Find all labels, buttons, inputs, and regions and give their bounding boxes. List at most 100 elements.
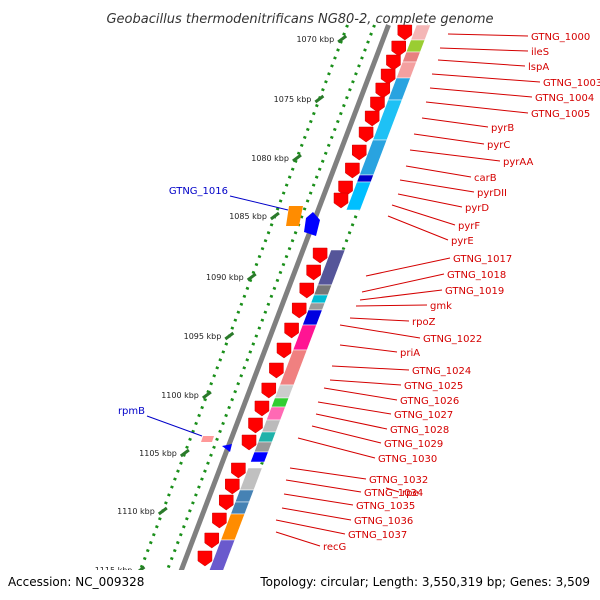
gene-arrow (284, 322, 299, 339)
gene-leader-line (355, 304, 428, 307)
gene-arrow (375, 82, 391, 99)
kbp-tick (246, 272, 257, 282)
gene-label: GTNG_1018 (447, 270, 506, 281)
gene-leader-line (405, 165, 472, 178)
gene-band (356, 174, 374, 183)
gene-band (266, 406, 286, 421)
gene-label: GTNG_1024 (412, 366, 471, 377)
gene-band (405, 39, 426, 53)
gene-arrow (197, 550, 213, 567)
gene-block-gtng-1016 (286, 206, 303, 226)
gene-label: GTNG_1032 (369, 475, 428, 486)
gene-label: pyrB (491, 123, 514, 134)
gene-leader-line (339, 344, 398, 353)
footer-background (0, 570, 600, 600)
gene-leader-line (391, 204, 456, 226)
gene-arrow (351, 144, 367, 161)
gene-label: GTNG_1029 (384, 439, 443, 450)
gene-band (310, 294, 329, 304)
gene-leader-line (281, 507, 352, 521)
gene-arrow (248, 417, 263, 434)
gene-label: GTNG_1035 (356, 501, 415, 512)
map-title: Geobacillus thermodenitrificans NG80-2, … (106, 12, 493, 27)
gene-label: GTNG_1036 (354, 516, 413, 527)
kbp-tick (337, 34, 348, 44)
gene-arrow (218, 494, 234, 511)
gene-band (345, 181, 372, 211)
gene-label: GTNG_1022 (423, 334, 482, 345)
gene-leader-line (323, 387, 398, 401)
kbp-tick (292, 153, 302, 163)
kbp-tick (270, 211, 280, 221)
gene-label: pyrF (458, 221, 480, 232)
kbp-tick (314, 94, 325, 104)
gene-leader-line (409, 149, 501, 162)
gc-dot-track (138, 24, 349, 571)
gene-arrow (299, 282, 315, 299)
gene-arrow (231, 462, 246, 479)
gene-arrow (261, 382, 277, 399)
gene-label: GTNG_1005 (531, 109, 590, 120)
gene-arrow (358, 126, 374, 143)
gene-label: pyrAA (503, 157, 533, 168)
gene-arrow (204, 532, 220, 549)
gene-leader-line (229, 195, 289, 211)
kbp-label: 1095 kbp (184, 332, 222, 341)
gene-label: recG (323, 542, 346, 553)
kbp-tick (157, 506, 168, 516)
gene-arrow (333, 192, 349, 209)
gene-label: GTNG_1004 (535, 93, 594, 104)
gene-label: GTNG_1025 (404, 381, 463, 392)
gene-leader-line (275, 531, 321, 547)
gene-leader-line (329, 379, 402, 386)
gc-dot-track (154, 24, 376, 600)
kbp-tick (201, 390, 212, 400)
gene-band (253, 441, 273, 453)
genome-backbone (167, 24, 391, 600)
kbp-tick (179, 448, 190, 458)
kbp-label: 1075 kbp (274, 95, 312, 104)
gene-label-layer: GTNG_1000 ileS lspA GTNG_1003 GTNG_1004 GTNG_… (118, 32, 600, 553)
kbp-label: 1080 kbp (251, 154, 289, 163)
gene-leader-line (399, 179, 475, 193)
gene-label: priA (400, 348, 420, 359)
gene-band (274, 384, 295, 399)
gene-arrow (212, 512, 227, 529)
gene-label: GTNG_1016 (169, 186, 228, 197)
gene-label: pyrDII (477, 188, 507, 199)
kbp-label: 1100 kbp (161, 391, 199, 400)
gene-leader-line (331, 365, 410, 371)
gene-leader-line (365, 257, 451, 277)
gene-arrow (386, 54, 401, 71)
gene-leader-line (413, 133, 485, 145)
gene-leader-line (425, 101, 529, 114)
gene-arrow (345, 162, 360, 179)
gene-label: pyrC (487, 140, 510, 151)
gene-leader-line (387, 215, 449, 241)
gene-leader-line (315, 413, 388, 430)
gene-leader-line (289, 467, 367, 480)
kbp-label: 1110 kbp (117, 507, 155, 516)
gene-band (307, 302, 326, 311)
gene-label: GTNG_1003 (543, 78, 600, 89)
gene-block-rpmb (201, 436, 214, 442)
gene-band (234, 489, 255, 503)
gene-leader-line (275, 519, 346, 535)
gene-arrow-layer (183, 24, 413, 600)
gene-band (313, 284, 333, 296)
gene-leader-line (421, 117, 489, 128)
gene-label: GTNG_1027 (394, 410, 453, 421)
gene-arrow (291, 302, 307, 319)
gene-leader-line (447, 33, 529, 37)
gene-label: ileS (531, 47, 549, 58)
kbp-scale: 1070 kbp 1075 kbp 1080 kbp 1085 kbp 1090 kbp… (95, 34, 348, 575)
gene-label: lspA (528, 62, 549, 73)
gene-leader-line (385, 487, 400, 493)
kbp-label: 1105 kbp (139, 449, 177, 458)
gene-arrow (370, 96, 385, 113)
gene-arrow (380, 68, 396, 85)
kbp-label: 1085 kbp (229, 212, 267, 221)
gene-label: GTNG_1030 (378, 454, 437, 465)
gene-leader-line (146, 415, 203, 437)
gene-band (257, 431, 277, 443)
